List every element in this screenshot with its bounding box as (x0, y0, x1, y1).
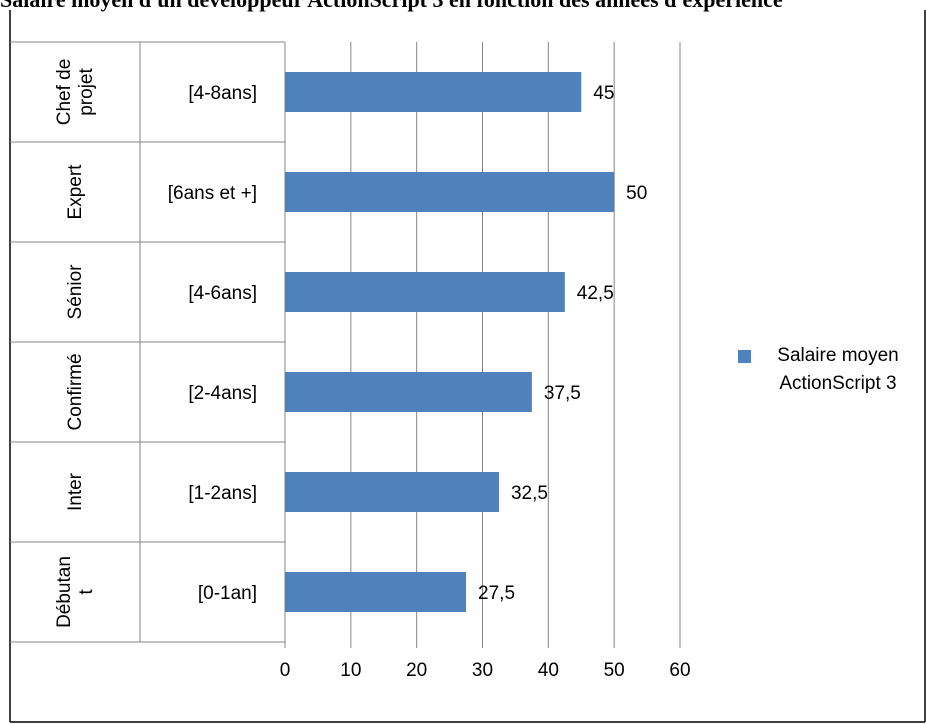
x-tick-label: 10 (340, 660, 361, 681)
legend-label: Salaire moyen ActionScript 3 (777, 345, 899, 394)
category-range-label: [1-2ans] (188, 483, 257, 504)
legend-swatch (738, 350, 751, 363)
category-level-label: Inter (65, 472, 86, 511)
data-label: 32,5 (511, 483, 548, 504)
category-range-label: [4-6ans] (188, 283, 257, 304)
chart-gridlines (284, 42, 681, 648)
bar (285, 72, 582, 112)
category-range-label: [6ans et +] (168, 183, 257, 204)
x-tick-label: 20 (406, 660, 427, 681)
data-label: 37,5 (544, 383, 581, 404)
category-level-label: Confirmé (65, 353, 86, 430)
data-labels: 45 50 42,5 37,5 32,5 27,5 (478, 83, 647, 604)
data-label: 27,5 (478, 583, 515, 604)
x-tick-label: 30 (472, 660, 493, 681)
bar (285, 272, 565, 312)
bar-series (285, 72, 615, 612)
data-label: 45 (593, 83, 614, 104)
data-label: 42,5 (577, 283, 614, 304)
category-range-label: [4-8ans] (188, 83, 257, 104)
category-range-label: [2-4ans] (188, 383, 257, 404)
bar (285, 572, 467, 612)
data-label: 50 (626, 183, 647, 204)
category-axis: Chef deprojet [4-8ans] Expert [6ans et +] Sé… (10, 41, 285, 643)
bar (285, 172, 615, 212)
category-range-label: [0-1an] (198, 583, 257, 604)
category-level-label: Sénior (65, 264, 86, 320)
bar (285, 472, 499, 512)
chart-title: Salaire moyen d'un développeur ActionScr… (0, 0, 926, 12)
x-tick-label: 40 (538, 660, 559, 681)
x-tick-label: 60 (669, 660, 690, 681)
x-tick-label: 50 (604, 660, 625, 681)
value-axis: 0 10 20 30 40 50 60 (280, 660, 691, 681)
x-tick-label: 0 (280, 660, 291, 681)
category-level-label: Chef deprojet (54, 59, 97, 126)
category-level-label: Débutant (54, 556, 97, 628)
category-level-label: Expert (65, 164, 86, 220)
bar (285, 372, 532, 412)
